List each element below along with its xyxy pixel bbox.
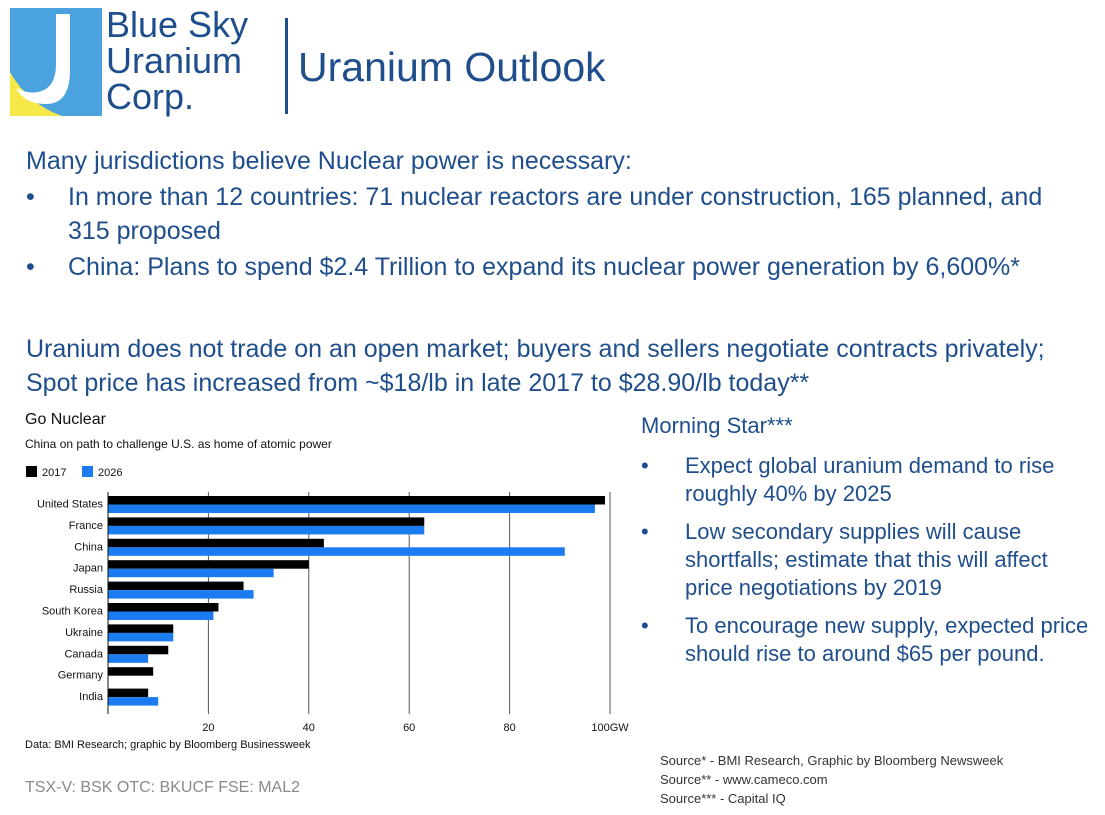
morningstar-list: • Expect global uranium demand to rise r… [641, 452, 1101, 678]
legend-label-2017: 2017 [42, 467, 66, 479]
category-label: Japan [73, 563, 103, 575]
bar-2017 [108, 688, 149, 698]
bar-2017 [108, 667, 154, 676]
company-name-line1: Blue Sky [106, 4, 249, 45]
trade-text: Uranium does not trade on an open market… [26, 335, 1045, 397]
legend-swatch-2017 [26, 466, 37, 477]
bullet-list: • In more than 12 countries: 71 nuclear … [26, 180, 1066, 286]
bar-2026 [108, 654, 149, 663]
category-label: Germany [58, 670, 104, 682]
x-tick-label: 80 [503, 722, 515, 734]
morningstar-item-text: Expect global uranium demand to rise rou… [685, 453, 1055, 506]
category-label: Russia [69, 584, 104, 596]
bar-2026 [108, 568, 274, 578]
chart-title: Go Nuclear [25, 411, 106, 428]
bar-2017 [108, 624, 174, 633]
list-item: • To encourage new supply, expected pric… [641, 612, 1101, 668]
bar-2017 [108, 645, 169, 655]
bar-2026 [108, 504, 595, 513]
bullet-marker: • [641, 519, 649, 544]
bar-2026 [108, 632, 174, 642]
morningstar-item-text: To encourage new supply, expected price … [685, 613, 1089, 666]
category-label: France [69, 520, 103, 532]
x-tick-label: 60 [403, 722, 415, 734]
source-line: Source** - www.cameco.com [660, 772, 828, 787]
category-label: India [79, 691, 104, 703]
bar-2026 [108, 590, 254, 599]
x-tick-label: 20 [202, 722, 214, 734]
bullet-text: In more than 12 countries: 71 nuclear re… [68, 183, 1043, 245]
company-name-line3: Corp. [106, 76, 195, 117]
list-item: • Expect global uranium demand to rise r… [641, 452, 1101, 508]
bar-2026 [108, 697, 159, 706]
list-item: • China: Plans to spend $2.4 Trillion to… [26, 250, 1066, 284]
page-title: Uranium Outlook [298, 44, 606, 90]
bar-2017 [108, 581, 244, 591]
legend-swatch-2026 [82, 466, 93, 477]
chart-source: Data: BMI Research; graphic by Bloomberg… [25, 739, 311, 751]
bar-2017 [108, 496, 605, 505]
source-line: Source*** - Capital IQ [660, 791, 786, 806]
intro-text: Many jurisdictions believe Nuclear power… [26, 147, 632, 175]
morningstar-item-text: Low secondary supplies will cause shortf… [685, 519, 1048, 600]
bar-2026 [108, 611, 214, 620]
stock-tickers: TSX-V: BSK OTC: BKUCF FSE: MAL2 [25, 779, 301, 796]
nuclear-capacity-bar-chart: 2017 2026 20 40 60 80 100GW United States France… [26, 466, 629, 734]
bullet-marker: • [641, 613, 649, 638]
sources: Source* - BMI Research, Graphic by Bloom… [660, 751, 1003, 808]
chart-subtitle: China on path to challenge U.S. as home … [25, 437, 332, 451]
bar-2017 [108, 538, 324, 548]
bar-2026 [108, 547, 565, 556]
morningstar-heading: Morning Star*** [641, 413, 793, 438]
bullet-marker: • [641, 453, 649, 478]
source-line: Source* - BMI Research, Graphic by Bloom… [660, 753, 1004, 768]
blue-sky-uranium-logo-icon [10, 8, 102, 116]
list-item: • Low secondary supplies will cause shor… [641, 518, 1101, 602]
x-tick-label: 40 [303, 722, 315, 734]
bullet-marker: • [26, 183, 35, 211]
category-label: South Korea [42, 606, 104, 618]
company-name-line2: Uranium [106, 40, 243, 81]
legend-label-2026: 2026 [98, 467, 122, 479]
category-label: China [74, 541, 104, 553]
bar-2026 [108, 525, 425, 535]
category-label: Canada [64, 648, 103, 660]
category-label: United States [37, 499, 104, 511]
title-divider [285, 18, 288, 114]
bullet-text: China: Plans to spend $2.4 Trillion to e… [68, 253, 1020, 281]
bar-2017 [108, 517, 425, 526]
bar-2017 [108, 560, 309, 569]
x-tick-label: 100GW [591, 722, 629, 734]
company-name: Blue Sky Uranium Corp. [106, 7, 248, 115]
bar-2017 [108, 603, 219, 612]
bullet-marker: • [26, 253, 35, 281]
list-item: • In more than 12 countries: 71 nuclear … [26, 180, 1066, 248]
category-label: Ukraine [65, 627, 103, 639]
